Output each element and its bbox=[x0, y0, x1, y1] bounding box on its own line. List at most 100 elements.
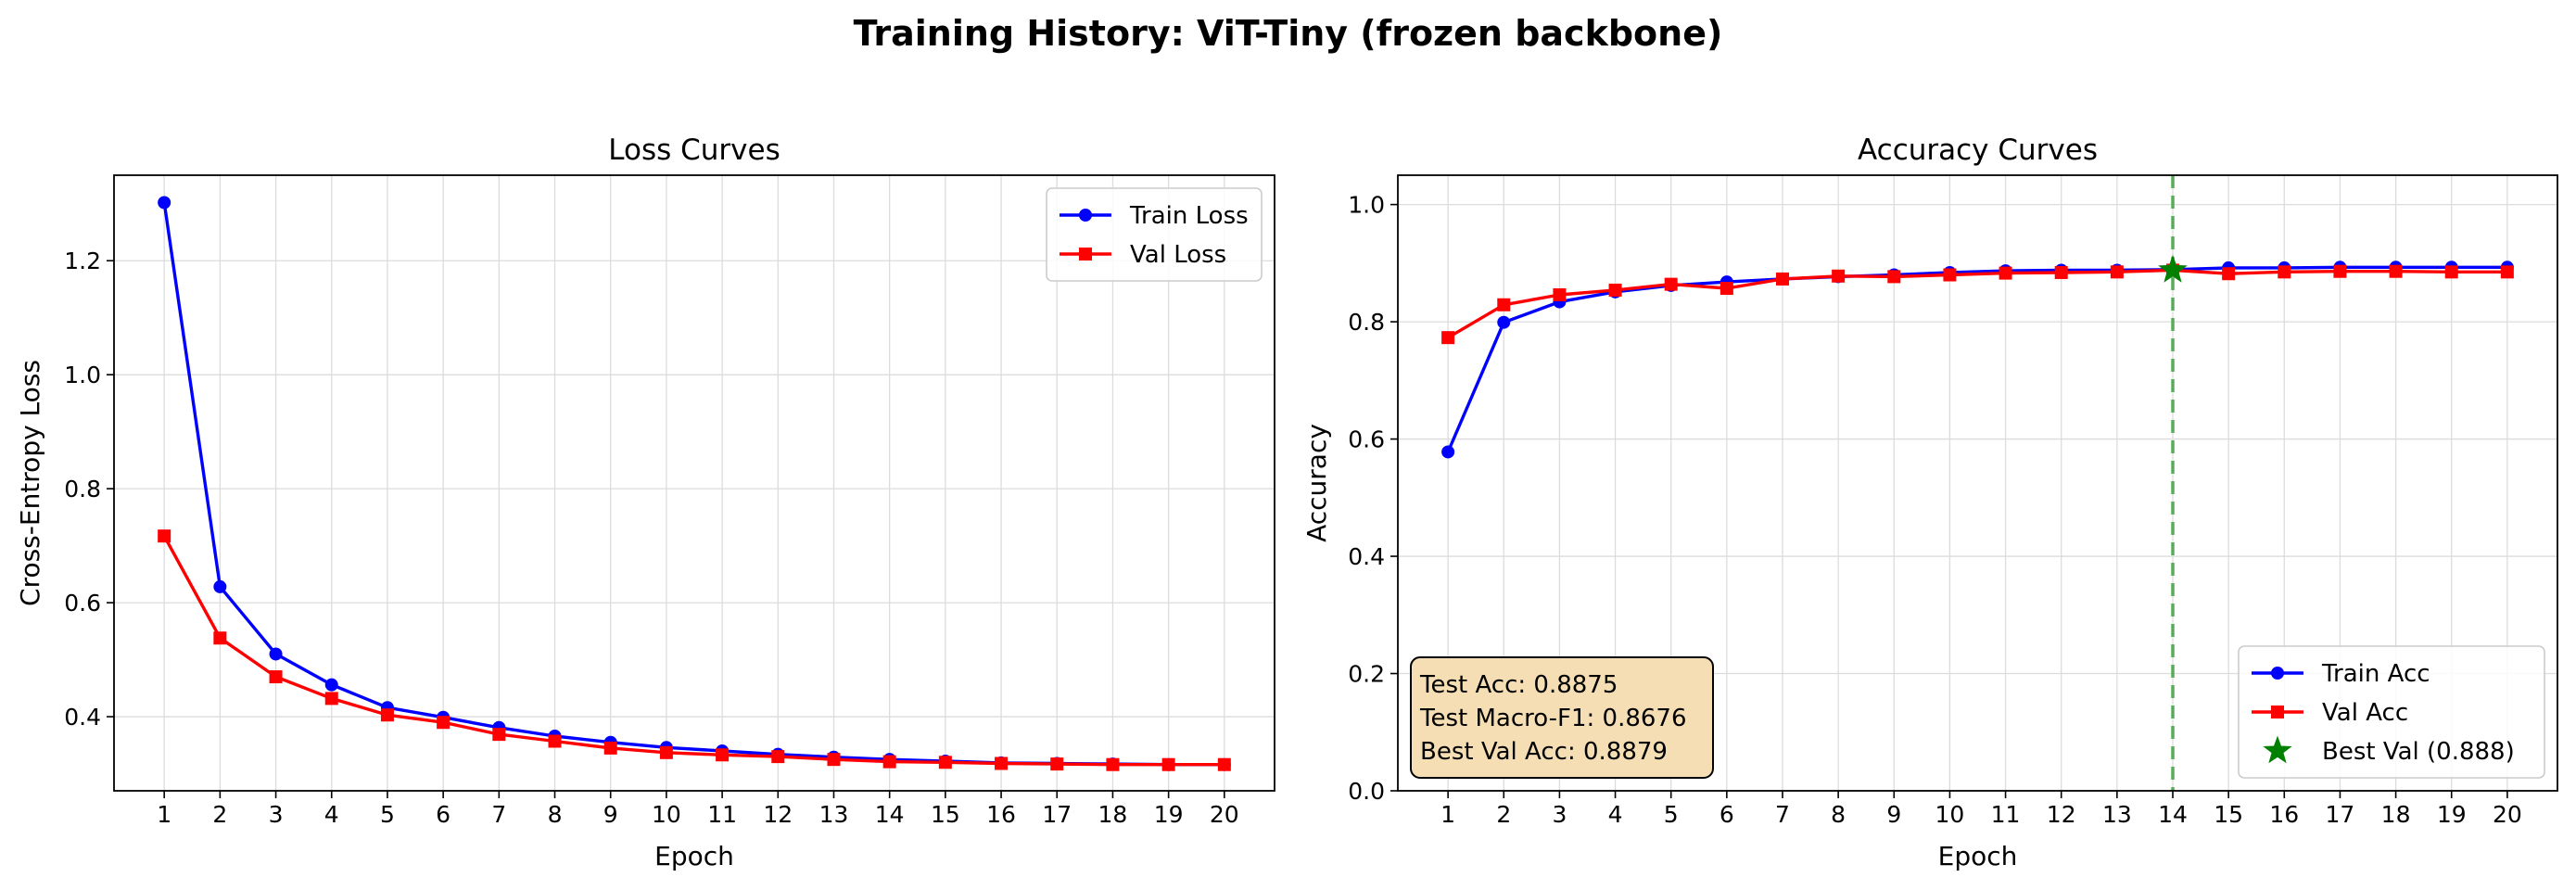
legend-marker bbox=[2271, 706, 2284, 718]
x-tick-label: 20 bbox=[2493, 801, 2522, 828]
data-point bbox=[1553, 288, 1567, 302]
x-tick-label: 15 bbox=[931, 801, 960, 828]
legend-label: Val Loss bbox=[1130, 241, 1226, 269]
y-tick-label: 1.0 bbox=[64, 362, 101, 388]
x-tick-label: 13 bbox=[2102, 801, 2132, 828]
series-line-val-loss bbox=[162, 535, 1225, 767]
legend-star bbox=[2263, 735, 2292, 764]
textbox-line: Test Macro-F1: 0.8676 bbox=[1419, 705, 1687, 732]
x-tick-label: 11 bbox=[707, 801, 737, 828]
textbox-line: Test Acc: 0.8875 bbox=[1419, 671, 1618, 699]
data-point bbox=[1497, 298, 1511, 312]
data-point bbox=[213, 579, 227, 593]
data-point bbox=[1441, 331, 1455, 345]
data-point bbox=[1608, 283, 1622, 297]
data-point bbox=[1161, 757, 1175, 771]
data-point bbox=[1106, 757, 1120, 771]
data-point bbox=[995, 756, 1009, 770]
data-point bbox=[380, 708, 394, 722]
loss-chart: 1 2 3 4 5 6 7 8 9 10 11 12 13 14 15 16 17 18 19 200.40.60.8… bbox=[15, 134, 1275, 871]
chart-title: Accuracy Curves bbox=[1858, 134, 2098, 167]
y-axis-label: Cross-Entropy Loss bbox=[15, 360, 45, 606]
x-tick-label: 10 bbox=[652, 801, 681, 828]
legend-marker bbox=[1079, 248, 1092, 261]
y-tick-label: 0.8 bbox=[1348, 309, 1385, 336]
y-tick-label: 0.2 bbox=[1348, 661, 1385, 688]
legend-box bbox=[2238, 645, 2545, 779]
x-tick-label: 6 bbox=[1719, 801, 1734, 828]
x-tick-label: 1 bbox=[1440, 801, 1455, 828]
x-tick-label: 16 bbox=[986, 801, 1016, 828]
data-point bbox=[324, 678, 338, 692]
x-tick-label: 8 bbox=[548, 801, 563, 828]
x-tick-label: 19 bbox=[1154, 801, 1184, 828]
legend-label: Val Acc bbox=[2322, 699, 2408, 727]
data-point bbox=[1217, 757, 1231, 771]
y-tick-label: 0.4 bbox=[1348, 543, 1385, 570]
textbox-frame bbox=[1410, 656, 1714, 779]
data-point bbox=[2110, 265, 2124, 279]
series-line-train-loss bbox=[162, 202, 1225, 767]
x-tick-label: 15 bbox=[2214, 801, 2243, 828]
data-point bbox=[213, 631, 227, 645]
x-tick-label: 17 bbox=[2326, 801, 2355, 828]
data-point bbox=[2222, 267, 2236, 281]
accuracy-chart: 1 2 3 4 5 6 7 8 9 10 11 12 13 14 15 16 17 18 19 200.00.20.4… bbox=[1301, 134, 2558, 871]
legend-label: Train Loss bbox=[1129, 202, 1249, 230]
data-point bbox=[882, 755, 896, 769]
metrics-textbox: Test Acc: 0.8875 Test Macro-F1: 0.8676 Bes… bbox=[1410, 656, 1714, 779]
x-tick-label: 12 bbox=[763, 801, 793, 828]
textbox-line: Best Val Acc: 0.8879 bbox=[1420, 738, 1668, 766]
x-axis-label: Epoch bbox=[654, 841, 734, 871]
x-tick-label: 19 bbox=[2437, 801, 2467, 828]
x-tick-label: 3 bbox=[269, 801, 284, 828]
x-tick-label: 9 bbox=[603, 801, 618, 828]
data-point bbox=[716, 748, 730, 762]
legend: Train Loss Val Loss bbox=[1046, 187, 1263, 282]
x-tick-label: 1 bbox=[157, 801, 171, 828]
data-point bbox=[269, 670, 283, 684]
data-point bbox=[2389, 264, 2403, 278]
legend-marker bbox=[1079, 209, 1092, 222]
data-point bbox=[827, 753, 841, 767]
data-point bbox=[1832, 269, 1846, 283]
data-point bbox=[548, 734, 562, 748]
x-tick-label: 11 bbox=[1991, 801, 2021, 828]
data-point bbox=[158, 529, 171, 543]
x-tick-label: 20 bbox=[1210, 801, 1239, 828]
plot-frame bbox=[113, 174, 1275, 792]
y-tick-label: 1.2 bbox=[64, 248, 101, 274]
legend-marker bbox=[2271, 667, 2284, 680]
y-tick-label: 0.6 bbox=[64, 590, 101, 617]
x-tick-label: 2 bbox=[212, 801, 227, 828]
x-tick-label: 14 bbox=[875, 801, 905, 828]
data-point bbox=[2278, 265, 2291, 279]
data-point bbox=[269, 647, 283, 661]
legend-label: Train Acc bbox=[2321, 660, 2430, 688]
x-tick-label: 4 bbox=[1608, 801, 1623, 828]
series-line-train-acc bbox=[1446, 265, 2507, 453]
x-tick-label: 2 bbox=[1496, 801, 1511, 828]
x-tick-label: 5 bbox=[1664, 801, 1679, 828]
figure-title: Training History: ViT-Tiny (frozen backb… bbox=[853, 13, 1723, 54]
data-point bbox=[1719, 282, 1733, 296]
x-tick-label: 13 bbox=[819, 801, 849, 828]
x-tick-label: 7 bbox=[1775, 801, 1790, 828]
data-point bbox=[659, 745, 673, 759]
data-point bbox=[2333, 264, 2347, 278]
data-point bbox=[437, 716, 450, 730]
data-point bbox=[2500, 265, 2514, 279]
y-tick-label: 1.0 bbox=[1348, 192, 1385, 219]
data-point bbox=[1999, 266, 2012, 280]
y-axis-label: Accuracy bbox=[1301, 424, 1332, 542]
y-tick-label: 0.6 bbox=[1348, 426, 1385, 453]
data-point bbox=[158, 196, 171, 210]
data-point bbox=[1441, 445, 1455, 459]
x-tick-label: 18 bbox=[2381, 801, 2411, 828]
x-tick-label: 8 bbox=[1831, 801, 1846, 828]
chart-title: Loss Curves bbox=[608, 134, 780, 167]
legend: Train Acc Val Acc Best Val (0.888) bbox=[2238, 645, 2545, 779]
x-tick-label: 3 bbox=[1552, 801, 1567, 828]
legend-box bbox=[1046, 187, 1263, 282]
